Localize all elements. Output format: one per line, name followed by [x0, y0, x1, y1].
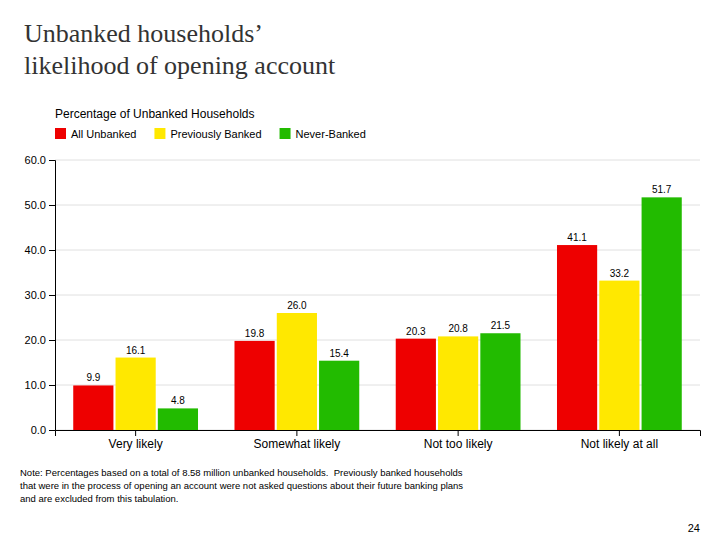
x-tick-mark	[296, 430, 297, 436]
y-axis-line	[49, 161, 56, 431]
series	[73, 245, 597, 430]
legend-swatch	[280, 128, 291, 139]
legend-item: All Unbanked	[55, 128, 136, 140]
y-tick-label: 20.0	[25, 334, 46, 346]
y-tick-label: 0.0	[31, 424, 46, 436]
x-tick: Not likely at all	[581, 430, 658, 451]
series	[116, 281, 640, 430]
y-tick-mark	[49, 385, 55, 386]
data-label: 21.5	[491, 320, 511, 331]
x-tick-mark	[135, 430, 136, 436]
data-label: 15.4	[329, 348, 349, 359]
note-line: Note: Percentages based on a total of 8.…	[20, 467, 463, 478]
x-tick: Somewhat likely	[254, 430, 341, 451]
bar	[599, 281, 639, 430]
y-tick: 60.0	[25, 154, 55, 166]
title-line: likelihood of opening account	[24, 51, 336, 80]
y-tick: 0.0	[31, 424, 55, 436]
legend: All Unbanked Previously Banked Never-Banke…	[55, 128, 366, 140]
legend-item: Previously Banked	[154, 128, 261, 140]
slide-number: 24	[688, 522, 700, 534]
x-tick-label: Somewhat likely	[254, 437, 341, 451]
bar	[480, 333, 520, 430]
y-tick-label: 30.0	[25, 289, 46, 301]
chart: Unbanked households’ likelihood of openin…	[0, 0, 720, 540]
legend-label: Never-Banked	[296, 128, 366, 140]
bar	[234, 341, 274, 430]
bar	[73, 385, 113, 430]
grid-line	[55, 250, 700, 251]
legend-item: Never-Banked	[280, 128, 366, 140]
y-tick-label: 40.0	[25, 244, 46, 256]
data-label: 20.3	[406, 326, 426, 337]
data-label: 19.8	[245, 328, 265, 339]
data-label: 51.7	[652, 184, 672, 195]
y-tick: 40.0	[25, 244, 55, 256]
data-label: 9.9	[86, 372, 100, 383]
y-tick-label: 10.0	[25, 379, 46, 391]
legend-label: All Unbanked	[71, 128, 136, 140]
note: Note: Percentages based on a total of 8.…	[20, 467, 463, 504]
x-tick-mark	[619, 430, 620, 436]
y-axis: 0.0 10.0 20.0 30.0 40.0 50.0 60.0	[25, 154, 56, 436]
bar	[319, 361, 359, 430]
data-labels: 9.9 19.8 20.3 41.1 16.1 26.0 20.8 33.2 4.8 15.4 21…	[86, 184, 671, 406]
y-tick-mark	[49, 295, 55, 296]
data-label: 16.1	[126, 345, 146, 356]
data-label: 33.2	[610, 268, 630, 279]
grid-line	[55, 160, 700, 161]
legend-swatch	[55, 128, 66, 139]
x-tick-label: Not likely at all	[581, 437, 658, 451]
y-tick: 10.0	[25, 379, 55, 391]
bar	[557, 245, 597, 430]
data-label: 41.1	[567, 232, 587, 243]
bar	[396, 339, 436, 430]
bar	[642, 197, 682, 430]
x-tick-label: Very likely	[109, 437, 163, 451]
bar	[158, 408, 198, 430]
title: Unbanked households’ likelihood of openin…	[24, 19, 336, 80]
data-label: 4.8	[171, 395, 185, 406]
y-axis-title: Percentage of Unbanked Households	[55, 107, 254, 121]
y-tick-mark	[49, 430, 55, 431]
y-tick-mark	[49, 160, 55, 161]
grid	[55, 160, 700, 430]
note-line: that were in the process of opening an a…	[20, 480, 463, 491]
note-line: and are excluded from this tabulation.	[20, 493, 178, 504]
x-tick-label: Not too likely	[424, 437, 493, 451]
legend-label: Previously Banked	[170, 128, 261, 140]
data-label: 26.0	[287, 300, 307, 311]
bars	[73, 197, 682, 430]
y-tick: 20.0	[25, 334, 55, 346]
x-axis: Very likely Somewhat likely Not too likely…	[56, 430, 701, 451]
y-tick: 30.0	[25, 289, 55, 301]
y-tick-mark	[49, 205, 55, 206]
y-tick-label: 50.0	[25, 199, 46, 211]
x-tick-mark	[458, 430, 459, 436]
y-tick-mark	[49, 340, 55, 341]
series	[158, 197, 682, 430]
title-line: Unbanked households’	[24, 19, 263, 48]
x-tick: Not too likely	[424, 430, 493, 451]
bar	[277, 313, 317, 430]
y-tick-label: 60.0	[25, 154, 46, 166]
data-label: 20.8	[448, 323, 468, 334]
bar	[438, 336, 478, 430]
grid-line	[55, 205, 700, 206]
legend-swatch	[154, 128, 165, 139]
x-tick: Very likely	[109, 430, 163, 451]
y-tick-mark	[49, 250, 55, 251]
bar	[116, 358, 156, 430]
y-tick: 50.0	[25, 199, 55, 211]
x-axis-line	[56, 431, 701, 437]
